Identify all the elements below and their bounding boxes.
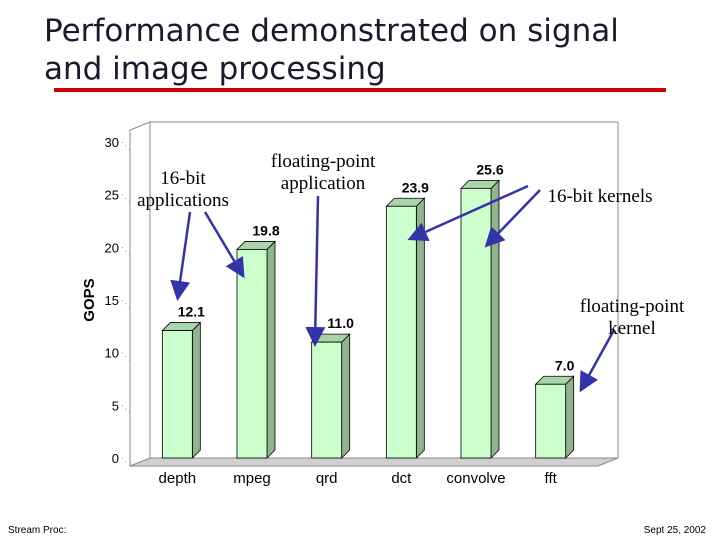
footer-right: Sept 25, 2002 [643, 525, 706, 536]
y-tick-mark [121, 299, 131, 309]
y-tick-mark [121, 352, 131, 361]
data-label: 19.8 [252, 222, 279, 238]
labels-group: depth 12.1 mpeg 19.8 qrd 11.0 dct 23.9 convolve 2… [159, 161, 575, 487]
y-tick-label: 0 [112, 451, 119, 466]
bar-side-dct [415, 197, 425, 459]
annotation-16bit-applications: 16-bit applications [137, 168, 229, 211]
bar-mpeg [236, 249, 268, 459]
x-tick-label: convolve [446, 470, 505, 487]
data-label: 25.6 [476, 161, 503, 177]
y-tick-label: 20 [105, 240, 119, 255]
y-tick-mark [121, 141, 131, 151]
x-tick-label: dct [391, 470, 412, 487]
bar-qrd [311, 341, 343, 459]
y-tick-mark [121, 405, 131, 414]
annotation-fp-application: floating-point application [270, 151, 376, 194]
footer-left: Stream Proc: [8, 525, 67, 536]
slide-title: Performance demonstrated on signal and i… [44, 13, 619, 87]
bar-side-mpeg [266, 240, 276, 459]
y-tick-mark [121, 194, 131, 203]
plot-floor [129, 457, 619, 467]
arrow-16bit-to-depth [170, 211, 192, 301]
y-tick-label: 5 [112, 398, 119, 413]
y-axis: 0 5 10 15 20 25 30 GOPS [81, 135, 131, 467]
data-label: 23.9 [402, 179, 429, 195]
data-label: 7.0 [555, 357, 575, 373]
y-tick-label: 15 [105, 293, 119, 308]
arrow-kernels-to-convolve [484, 189, 541, 248]
y-tick-mark [121, 247, 131, 256]
arrows-group [170, 184, 616, 393]
plot-left-edge [129, 121, 151, 131]
bars-group [161, 179, 575, 459]
bar-side-convolve [490, 179, 500, 459]
x-tick-label: depth [159, 470, 197, 487]
y-tick-mark [121, 457, 131, 467]
y-tick-label: 10 [105, 346, 119, 361]
y-tick-label: 25 [105, 188, 119, 203]
x-tick-label: fft [545, 470, 558, 487]
bar-dct [385, 205, 417, 459]
data-label: 11.0 [327, 315, 354, 331]
title-underline [54, 88, 666, 92]
arrow-fp-to-qrd [305, 195, 326, 347]
x-tick-label: qrd [316, 470, 338, 487]
annotation-16bit-kernels: 16-bit kernels [547, 186, 653, 207]
bar-side-depth [191, 321, 201, 459]
arrow-fp-kernel-to-fft [579, 329, 616, 393]
bar-convolve [460, 187, 492, 459]
x-tick-label: mpeg [233, 470, 271, 487]
arrow-kernels-to-dct [407, 184, 529, 241]
bar-side-fft [565, 375, 575, 459]
data-label: 12.1 [178, 304, 205, 320]
y-tick-label: 30 [105, 135, 119, 150]
bar-fft [535, 383, 567, 459]
arrow-16bit-to-mpeg [203, 211, 245, 279]
y-axis-title: GOPS [81, 278, 98, 321]
annotation-fp-kernel: floating-point kernel [579, 296, 685, 339]
bar-depth [161, 330, 193, 459]
bar-side-qrd [341, 333, 351, 459]
